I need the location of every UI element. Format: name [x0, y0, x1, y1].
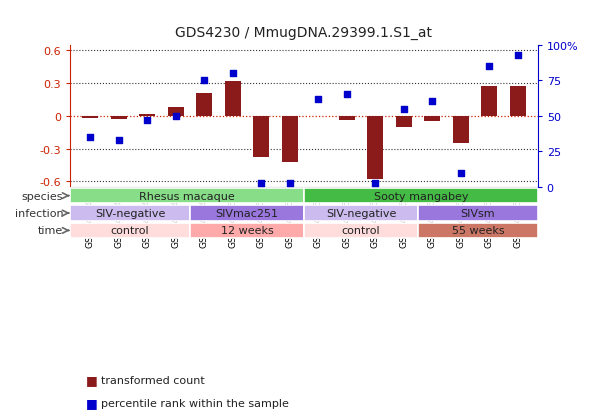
Point	[142, 117, 152, 124]
Point	[370, 180, 380, 187]
Point	[171, 113, 181, 120]
Text: species: species	[22, 191, 64, 201]
Text: transformed count: transformed count	[101, 375, 205, 385]
Text: time: time	[38, 226, 64, 236]
Bar	[339, 116, 354, 121]
Bar	[196, 93, 212, 116]
FancyBboxPatch shape	[418, 206, 538, 221]
Text: Sooty mangabey: Sooty mangabey	[373, 191, 468, 201]
Point	[427, 99, 437, 106]
Text: Rhesus macaque: Rhesus macaque	[139, 191, 235, 201]
FancyBboxPatch shape	[70, 223, 190, 239]
Text: infection: infection	[15, 209, 64, 218]
Bar	[425, 116, 440, 122]
FancyBboxPatch shape	[70, 206, 190, 221]
Text: SIV-negative: SIV-negative	[326, 209, 396, 218]
FancyBboxPatch shape	[304, 188, 538, 204]
Point	[342, 92, 351, 98]
Text: control: control	[111, 226, 150, 236]
Point	[485, 64, 494, 70]
Bar	[111, 116, 126, 120]
Text: ■: ■	[86, 373, 97, 387]
Bar	[82, 116, 98, 119]
Text: 55 weeks: 55 weeks	[452, 226, 504, 236]
Bar	[367, 116, 383, 180]
Bar	[168, 108, 183, 116]
FancyBboxPatch shape	[70, 188, 304, 204]
Point	[285, 180, 295, 187]
Text: 12 weeks: 12 weeks	[221, 226, 273, 236]
Point	[399, 106, 409, 113]
Point	[86, 135, 95, 141]
Point	[513, 52, 522, 59]
Title: GDS4230 / MmugDNA.29399.1.S1_at: GDS4230 / MmugDNA.29399.1.S1_at	[175, 26, 433, 40]
Bar	[254, 116, 269, 158]
Bar	[481, 87, 497, 116]
FancyBboxPatch shape	[304, 206, 418, 221]
Point	[257, 180, 266, 187]
Bar	[453, 116, 469, 144]
Text: SIV-negative: SIV-negative	[95, 209, 166, 218]
Bar	[396, 116, 412, 127]
Bar	[225, 81, 241, 116]
Point	[456, 170, 466, 177]
Text: control: control	[342, 226, 380, 236]
Bar	[282, 116, 298, 162]
Text: ■: ■	[86, 396, 97, 409]
Point	[199, 78, 209, 84]
FancyBboxPatch shape	[190, 206, 304, 221]
FancyBboxPatch shape	[190, 223, 304, 239]
Text: percentile rank within the sample: percentile rank within the sample	[101, 398, 288, 408]
Text: SIVsm: SIVsm	[461, 209, 495, 218]
Text: SIVmac251: SIVmac251	[216, 209, 279, 218]
Point	[114, 137, 123, 144]
Point	[228, 71, 238, 77]
Bar	[139, 114, 155, 116]
Bar	[510, 87, 525, 116]
FancyBboxPatch shape	[304, 223, 418, 239]
Point	[313, 96, 323, 103]
FancyBboxPatch shape	[418, 223, 538, 239]
